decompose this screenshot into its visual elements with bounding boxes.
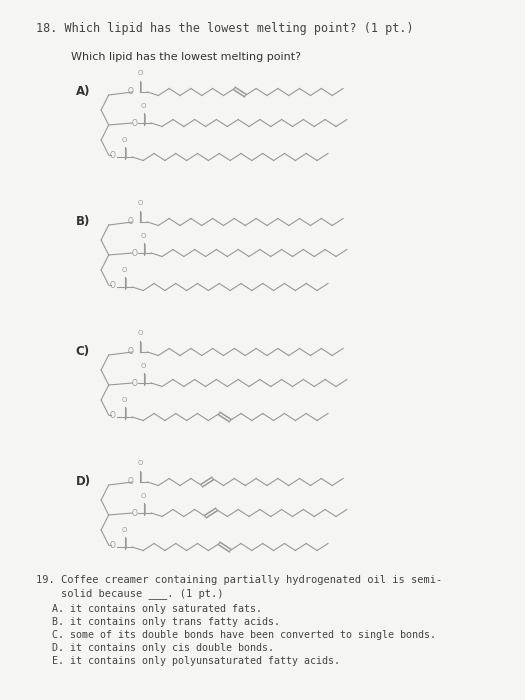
Text: D): D) (76, 475, 91, 488)
Text: O: O (128, 477, 133, 486)
Text: O: O (110, 151, 116, 160)
Text: C): C) (76, 345, 90, 358)
Text: O: O (141, 363, 146, 369)
Text: B): B) (76, 215, 90, 228)
Text: O: O (131, 508, 137, 517)
Text: O: O (110, 542, 116, 550)
Text: O: O (122, 397, 128, 403)
Text: O: O (122, 527, 128, 533)
Text: O: O (110, 412, 116, 421)
Text: Which lipid has the lowest melting point?: Which lipid has the lowest melting point… (71, 52, 301, 62)
Text: O: O (137, 330, 143, 336)
Text: 19. Coffee creamer containing partially hydrogenated oil is semi-: 19. Coffee creamer containing partially … (36, 575, 442, 585)
Text: O: O (137, 460, 143, 466)
Text: O: O (137, 200, 143, 206)
Text: A): A) (76, 85, 90, 98)
Text: O: O (128, 346, 133, 356)
Text: O: O (141, 103, 146, 109)
Text: D. it contains only cis double bonds.: D. it contains only cis double bonds. (52, 643, 274, 653)
Text: O: O (122, 137, 128, 143)
Text: B. it contains only trans fatty acids.: B. it contains only trans fatty acids. (52, 617, 280, 627)
Text: O: O (131, 248, 137, 258)
Text: O: O (122, 267, 128, 273)
Text: 18. Which lipid has the lowest melting point? (1 pt.): 18. Which lipid has the lowest melting p… (36, 22, 414, 35)
Text: O: O (128, 216, 133, 225)
Text: solid because ___. (1 pt.): solid because ___. (1 pt.) (36, 588, 224, 599)
Text: O: O (137, 70, 143, 76)
Text: O: O (141, 493, 146, 499)
Text: O: O (141, 233, 146, 239)
Text: A. it contains only saturated fats.: A. it contains only saturated fats. (52, 604, 262, 614)
Text: C. some of its double bonds have been converted to single bonds.: C. some of its double bonds have been co… (52, 630, 436, 640)
Text: O: O (110, 281, 116, 290)
Text: O: O (131, 118, 137, 127)
Text: O: O (128, 87, 133, 95)
Text: O: O (131, 379, 137, 388)
Text: E. it contains only polyunsaturated fatty acids.: E. it contains only polyunsaturated fatt… (52, 656, 340, 666)
